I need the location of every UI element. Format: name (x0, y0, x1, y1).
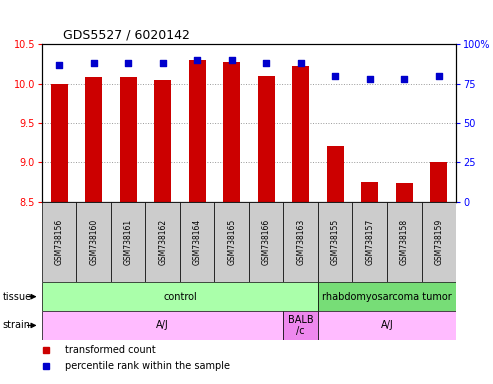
Text: BALB
/c: BALB /c (288, 314, 314, 336)
Bar (42, 282, 318, 311)
Bar (422, 202, 456, 282)
Bar (326, 147, 344, 202)
Text: control: control (163, 291, 197, 302)
Point (159, 60, 167, 66)
Bar (352, 202, 387, 282)
Point (90, 60, 98, 66)
Point (124, 60, 132, 66)
Bar (50, 84, 68, 202)
Bar (111, 202, 145, 282)
Point (55, 61, 63, 68)
Bar (180, 202, 214, 282)
Bar (387, 202, 422, 282)
Text: A/J: A/J (156, 320, 169, 331)
Point (228, 57, 236, 63)
Bar (42, 311, 283, 340)
Bar (42, 202, 76, 282)
Text: GSM738164: GSM738164 (193, 219, 202, 265)
Point (262, 60, 270, 66)
Text: GSM738159: GSM738159 (434, 219, 443, 265)
Bar (395, 184, 413, 202)
Point (331, 73, 339, 79)
Bar (188, 60, 206, 202)
Text: GSM738162: GSM738162 (158, 219, 167, 265)
Bar (119, 77, 137, 202)
Bar (223, 62, 240, 202)
Text: GDS5527 / 6020142: GDS5527 / 6020142 (63, 28, 189, 41)
Bar (85, 77, 102, 202)
Bar (318, 311, 456, 340)
Point (400, 76, 408, 82)
Text: percentile rank within the sample: percentile rank within the sample (65, 361, 230, 371)
Text: GSM738165: GSM738165 (227, 219, 236, 265)
Bar (292, 66, 310, 202)
Bar (257, 76, 275, 202)
Text: GSM738158: GSM738158 (400, 219, 409, 265)
Text: strain: strain (2, 320, 31, 331)
Bar (249, 202, 283, 282)
Bar (361, 182, 378, 202)
Text: GSM738161: GSM738161 (124, 219, 133, 265)
Text: rhabdomyosarcoma tumor: rhabdomyosarcoma tumor (322, 291, 452, 302)
Bar (283, 311, 318, 340)
Bar (430, 162, 447, 202)
Bar (214, 202, 249, 282)
Bar (318, 282, 456, 311)
Bar (318, 202, 352, 282)
Text: GSM738163: GSM738163 (296, 219, 305, 265)
Point (366, 76, 374, 82)
Text: A/J: A/J (381, 320, 393, 331)
Bar (145, 202, 180, 282)
Text: transformed count: transformed count (65, 345, 155, 355)
Text: GSM738160: GSM738160 (89, 219, 98, 265)
Text: GSM738157: GSM738157 (365, 219, 374, 265)
Point (435, 73, 443, 79)
Point (193, 57, 201, 63)
Point (297, 60, 305, 66)
Bar (154, 79, 172, 202)
Bar (283, 202, 318, 282)
Bar (76, 202, 111, 282)
Text: GSM738155: GSM738155 (331, 219, 340, 265)
Text: GSM738156: GSM738156 (55, 219, 64, 265)
Text: tissue: tissue (2, 291, 32, 302)
Text: GSM738166: GSM738166 (262, 219, 271, 265)
